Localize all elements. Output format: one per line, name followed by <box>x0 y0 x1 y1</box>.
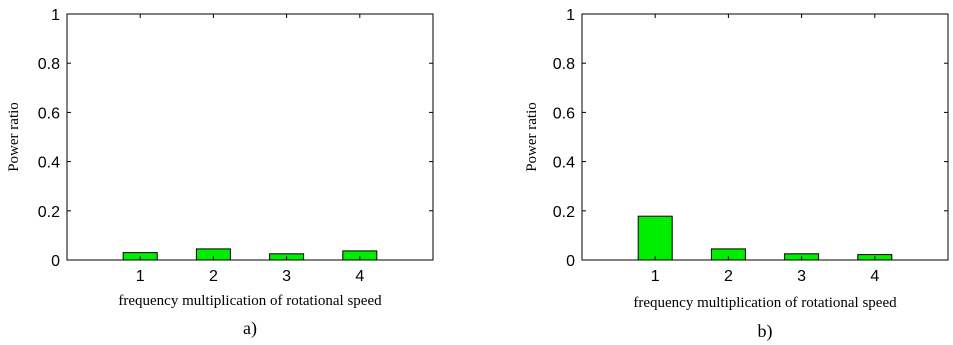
x-tick-label: 4 <box>355 268 364 285</box>
y-tick-label: 0 <box>51 253 60 270</box>
y-tick-label: 0.4 <box>553 155 575 172</box>
chart-panel-b: 0 0.2 0.4 0.6 0.8 1 1 2 3 4 Power ratio frequency m… <box>524 7 949 342</box>
panel-caption: a) <box>243 318 257 339</box>
bar-1 <box>637 215 673 261</box>
y-tick-label: 0.4 <box>38 155 60 172</box>
panel-caption: b) <box>758 321 773 342</box>
x-tick-label: 3 <box>797 268 806 285</box>
y-tick-label: 0.2 <box>553 204 575 221</box>
x-tick-label: 3 <box>282 268 291 285</box>
x-tick-label: 1 <box>136 268 145 285</box>
y-tick-label: 1 <box>51 7 60 24</box>
x-tick-label: 4 <box>870 268 879 285</box>
x-axis-label: frequency multiplication of rotational s… <box>633 295 897 311</box>
x-tick-label: 2 <box>209 268 218 285</box>
y-tick-label: 0.6 <box>38 105 60 122</box>
y-tick-label: 0.2 <box>38 204 60 221</box>
y-axis-label: Power ratio <box>524 102 540 172</box>
axes-box <box>581 13 949 261</box>
y-tick-label: 0.8 <box>38 56 60 73</box>
chart-panel-a: 0 0.2 0.4 0.6 0.8 1 1 2 3 4 Power ratio frequency m… <box>6 7 434 339</box>
axes-box <box>66 13 434 261</box>
y-tick-label: 0 <box>566 253 575 270</box>
x-axis-label: frequency multiplication of rotational s… <box>118 293 382 309</box>
x-tick-label: 2 <box>724 268 733 285</box>
y-tick-label: 1 <box>566 7 575 24</box>
y-tick-label: 0.6 <box>553 105 575 122</box>
x-tick-label: 1 <box>651 268 660 285</box>
y-axis-label: Power ratio <box>6 102 22 172</box>
y-tick-label: 0.8 <box>553 56 575 73</box>
